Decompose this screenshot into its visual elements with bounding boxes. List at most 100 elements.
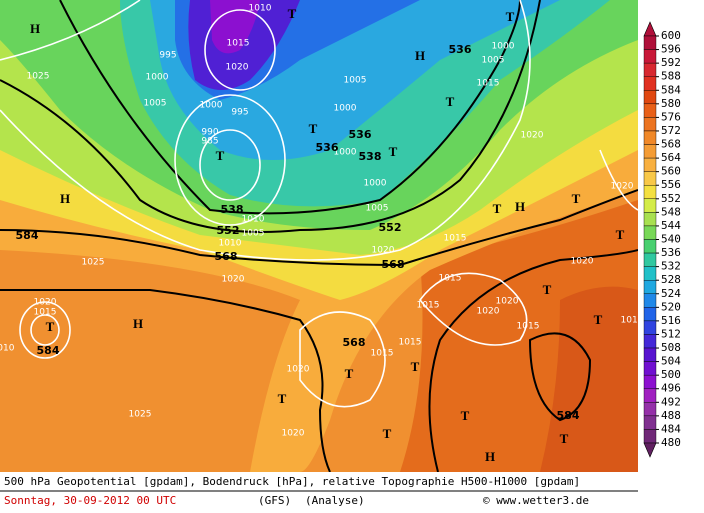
colorbar-tick-label: 600 bbox=[661, 29, 681, 42]
footer-date: Sonntag, 30-09-2012 00 UTC bbox=[4, 494, 176, 507]
height-label: 536 bbox=[316, 141, 339, 154]
isobar-label: 1010 bbox=[249, 4, 272, 14]
colorbar-swatch bbox=[643, 76, 657, 91]
colorbar-swatch bbox=[643, 49, 657, 64]
isobar-label: 1020 bbox=[571, 257, 594, 267]
isobar-label: 1020 bbox=[611, 182, 634, 192]
colorbar-swatch bbox=[643, 429, 657, 444]
isobar-label: 1010 bbox=[219, 239, 242, 249]
colorbar-tick-label: 592 bbox=[661, 56, 681, 69]
colorbar-tick-label: 588 bbox=[661, 70, 681, 83]
pressure-center: T bbox=[278, 391, 287, 406]
map-field bbox=[0, 0, 638, 472]
pressure-center: H bbox=[415, 48, 425, 63]
isobar-label: 1015 bbox=[517, 322, 540, 332]
colorbar-swatch bbox=[643, 103, 657, 118]
pressure-center: T bbox=[616, 227, 625, 242]
colorbar-swatch bbox=[643, 307, 657, 322]
pressure-center: T bbox=[309, 121, 318, 136]
colorbar-tick-label: 516 bbox=[661, 314, 681, 327]
isobar-label: 1020 bbox=[477, 307, 500, 317]
pressure-center: T bbox=[411, 359, 420, 374]
isobar-label: 1012 bbox=[621, 316, 644, 326]
pressure-center: T bbox=[46, 319, 55, 334]
isobar-label: 1015 bbox=[417, 301, 440, 311]
colorbar-tick-label: 500 bbox=[661, 368, 681, 381]
colorbar-swatch bbox=[643, 35, 657, 50]
colorbar-swatch bbox=[643, 171, 657, 186]
colorbar-tick-label: 492 bbox=[661, 395, 681, 408]
colorbar-swatch bbox=[643, 90, 657, 105]
colorbar-swatch bbox=[643, 252, 657, 267]
colorbar-tick-label: 484 bbox=[661, 422, 681, 435]
colorbar-swatch bbox=[643, 157, 657, 172]
colorbar-tick-label: 520 bbox=[661, 300, 681, 313]
isobar-label: 1005 bbox=[366, 204, 389, 214]
pressure-center: T bbox=[216, 148, 225, 163]
colorbar-tick-label: 504 bbox=[661, 355, 681, 368]
colorbar-tick-label: 584 bbox=[661, 83, 681, 96]
height-label: 536 bbox=[449, 43, 472, 56]
colorbar: 6005965925885845805765725685645605565525… bbox=[643, 21, 681, 458]
footer-credit: © www.wetter3.de bbox=[483, 494, 589, 507]
isobar-label: 1010 bbox=[0, 344, 15, 354]
colorbar-tick-label: 532 bbox=[661, 260, 681, 273]
colorbar-tick-label: 512 bbox=[661, 327, 681, 340]
colorbar-tick-label: 524 bbox=[661, 287, 681, 300]
colorbar-tick-label: 572 bbox=[661, 124, 681, 137]
height-label: 536 bbox=[349, 128, 372, 141]
colorbar-tick-label: 540 bbox=[661, 233, 681, 246]
height-label: 552 bbox=[217, 224, 240, 237]
colorbar-tick-label: 564 bbox=[661, 151, 681, 164]
height-label: 584 bbox=[557, 409, 580, 422]
footer-description: 500 hPa Geopotential [gpdam], Bodendruck… bbox=[4, 475, 580, 488]
pressure-center: T bbox=[543, 282, 552, 297]
isobar-label: 1015 bbox=[34, 308, 57, 318]
height-label: 538 bbox=[359, 150, 382, 163]
height-label: 584 bbox=[16, 229, 39, 242]
isobar-label: 1000 bbox=[146, 73, 169, 83]
footer-analysis: (Analyse) bbox=[305, 494, 365, 507]
colorbar-tick-label: 488 bbox=[661, 409, 681, 422]
colorbar-swatch bbox=[643, 62, 657, 77]
colorbar-tick-label: 568 bbox=[661, 138, 681, 151]
colorbar-swatch bbox=[643, 225, 657, 240]
isobar-label: 1020 bbox=[287, 365, 310, 375]
colorbar-tick-label: 596 bbox=[661, 43, 681, 56]
isobar-label: 1000 bbox=[364, 179, 387, 189]
isobar-label: 1005 bbox=[344, 76, 367, 86]
height-contours bbox=[0, 0, 638, 472]
isobar-label: 1020 bbox=[372, 246, 395, 256]
colorbar-swatch bbox=[643, 320, 657, 335]
isobar-label: 1015 bbox=[477, 79, 500, 89]
pressure-center: T bbox=[288, 6, 297, 21]
colorbar-swatch bbox=[643, 280, 657, 294]
colorbar-swatch bbox=[643, 293, 657, 308]
isobar-label: 1015 bbox=[227, 39, 250, 49]
colorbar-swatch bbox=[643, 198, 657, 213]
colorbar-swatch bbox=[643, 374, 657, 389]
colorbar-swatch bbox=[643, 266, 657, 281]
pressure-center: T bbox=[594, 312, 603, 327]
isobar-label: 1000 bbox=[334, 148, 357, 158]
footer-model: (GFS) bbox=[258, 494, 291, 507]
isobar-label: 1020 bbox=[226, 63, 249, 73]
isobar-label: 1005 bbox=[482, 56, 505, 66]
isobar-label: 995 bbox=[231, 108, 248, 118]
colorbar-swatch bbox=[643, 239, 657, 254]
isobar-label: 1020 bbox=[282, 429, 305, 439]
pressure-center: T bbox=[461, 408, 470, 423]
pressure-center: H bbox=[133, 316, 143, 331]
colorbar-tick-label: 536 bbox=[661, 246, 681, 259]
colorbar-swatch bbox=[643, 130, 657, 145]
isobar-label: 1020 bbox=[34, 298, 57, 308]
isobar-label: 1015 bbox=[371, 349, 394, 359]
height-label: 538 bbox=[221, 203, 244, 216]
pressure-center: H bbox=[60, 191, 70, 206]
isobar-label: 1005 bbox=[144, 99, 167, 109]
pressure-center: T bbox=[446, 94, 455, 109]
colorbar-tick-label: 548 bbox=[661, 205, 681, 218]
colorbar-tick-label: 528 bbox=[661, 273, 681, 286]
pressure-center: T bbox=[383, 426, 392, 441]
